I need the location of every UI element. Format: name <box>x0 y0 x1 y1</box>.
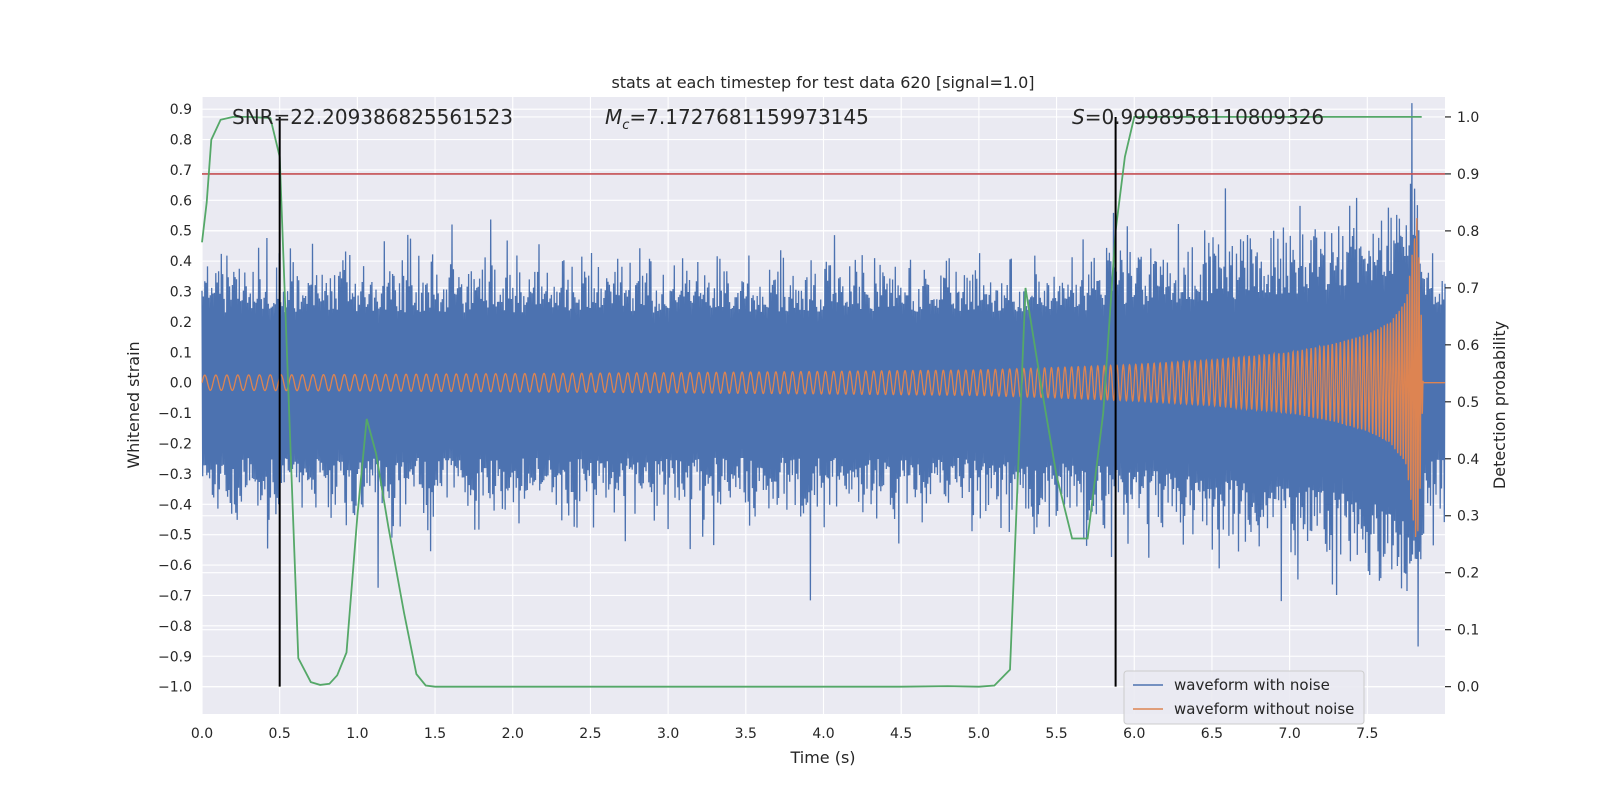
y-tick-label: 0.0 <box>170 376 192 392</box>
x-tick-label: 4.5 <box>890 726 912 742</box>
y2-tick-label: 0.2 <box>1457 566 1479 582</box>
x-tick-label: 3.0 <box>657 726 679 742</box>
y-tick-label: 0.8 <box>170 133 192 149</box>
legend: waveform with noise waveform without noi… <box>1123 670 1365 725</box>
annotation-score: S=0.9998958110809326 <box>1072 105 1324 129</box>
y-tick-label: −0.1 <box>158 406 192 422</box>
y-axis-label: Whitened strain <box>124 341 143 468</box>
y-tick-label: 0.9 <box>170 102 192 118</box>
y2-axis-label: Detection probability <box>1490 321 1509 489</box>
x-tick-label: 7.5 <box>1356 726 1378 742</box>
y-tick-label: −0.5 <box>158 528 192 544</box>
x-tick-label: 0.0 <box>191 726 213 742</box>
x-tick-label: 5.5 <box>1045 726 1067 742</box>
x-tick-label: 4.0 <box>812 726 834 742</box>
x-tick-label: 3.5 <box>735 726 757 742</box>
clean-waveform-line <box>201 218 1445 538</box>
waveform-without-noise-series <box>201 218 1445 538</box>
y-tick-label: 0.6 <box>170 193 192 209</box>
y2-tick-label: 0.1 <box>1457 623 1479 639</box>
x-tick-label: 2.0 <box>502 726 524 742</box>
chirp-mass-value: =7.1727681159973145 <box>629 105 868 129</box>
x-tick-label: 6.5 <box>1201 726 1223 742</box>
y-tick-label: −0.2 <box>158 436 192 452</box>
x-tick-label: 1.0 <box>346 726 368 742</box>
probability-line <box>201 116 1422 688</box>
y-tick-label: 0.5 <box>170 224 192 240</box>
vertical-markers <box>278 116 1117 687</box>
detection-probability-series <box>201 116 1422 688</box>
y-tick-label: −0.9 <box>158 649 192 665</box>
x-tick-label: 6.0 <box>1123 726 1145 742</box>
chirp-mass-subscript: c <box>622 118 629 133</box>
y2-tick-label: 0.8 <box>1457 224 1479 240</box>
y2-tick-label: 0.9 <box>1457 167 1479 183</box>
score-symbol: S <box>1072 105 1085 129</box>
y-tick-label: −0.8 <box>158 619 192 635</box>
y-tick-label: −0.3 <box>158 467 192 483</box>
x-tick-label: 5.0 <box>968 726 990 742</box>
x-axis-ticks: 0.0 0.5 1.0 1.5 2.0 2.5 3.0 3.5 4.0 4.5 5.0 5.5 6.0 6… <box>191 726 1379 742</box>
y2-tick-label: 0.6 <box>1457 338 1479 354</box>
x-tick-label: 0.5 <box>269 726 291 742</box>
y2-tick-label: 0.3 <box>1457 509 1479 525</box>
y-tick-label: −0.7 <box>158 588 192 604</box>
chirp-mass-symbol: M <box>605 105 622 129</box>
noise-waveform-line <box>201 103 1446 647</box>
y2-axis-ticks: 1.0 0.9 0.8 0.7 0.6 0.5 0.4 0.3 0.2 0.1 0.0 <box>1445 110 1479 696</box>
y-tick-label: 0.4 <box>170 254 192 270</box>
y2-tick-label: 1.0 <box>1457 110 1479 126</box>
legend-box <box>1123 670 1365 725</box>
waveform-with-noise-series <box>201 103 1446 647</box>
y-tick-label: 0.2 <box>170 315 192 331</box>
x-tick-label: 2.5 <box>579 726 601 742</box>
y-tick-label: 0.7 <box>170 163 192 179</box>
y-tick-label: −0.6 <box>158 558 192 574</box>
legend-label-clean: waveform without noise <box>1174 700 1354 718</box>
y2-tick-label: 0.5 <box>1457 395 1479 411</box>
y-tick-label: −0.4 <box>158 497 192 513</box>
legend-label-noise: waveform with noise <box>1174 676 1330 694</box>
y-tick-label: −1.0 <box>158 680 192 696</box>
annotation-snr: SNR=22.209386825561523 <box>232 105 513 129</box>
y-axis-ticks: 0.9 0.8 0.7 0.6 0.5 0.4 0.3 0.2 0.1 0.0 −0.1 −0.2 −0… <box>158 102 192 695</box>
x-tick-label: 7.0 <box>1278 726 1300 742</box>
y2-tick-label: 0.7 <box>1457 281 1479 297</box>
x-axis-label: Time (s) <box>789 748 855 767</box>
score-value: =0.9998958110809326 <box>1085 105 1324 129</box>
y2-tick-label: 0.4 <box>1457 452 1479 468</box>
y-tick-label: 0.3 <box>170 285 192 301</box>
chart-title: stats at each timestep for test data 620… <box>611 73 1034 92</box>
y2-tick-label: 0.0 <box>1457 680 1479 696</box>
annotation-chirp-mass: Mc=7.1727681159973145 <box>605 105 869 133</box>
x-tick-label: 1.5 <box>424 726 446 742</box>
y-tick-label: 0.1 <box>170 345 192 361</box>
